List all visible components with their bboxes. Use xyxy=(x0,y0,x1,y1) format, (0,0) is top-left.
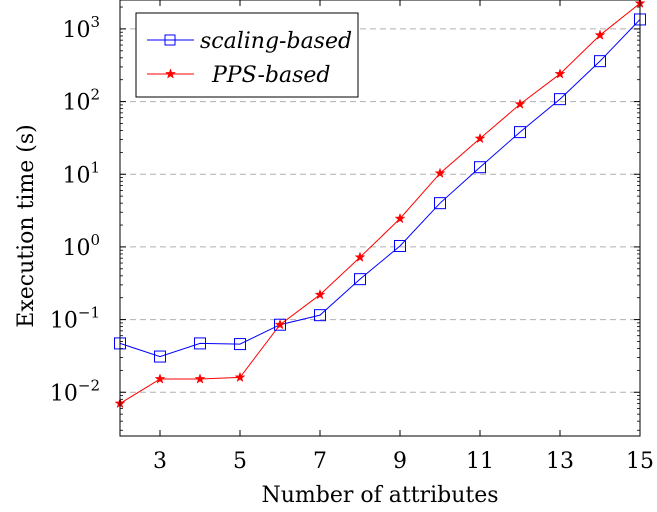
y-tick-base: 10 xyxy=(62,91,90,116)
data-point-pps-based xyxy=(434,167,446,178)
grid-lines xyxy=(120,28,640,393)
y-tick-exponent: 1 xyxy=(90,158,100,176)
data-point-scaling-based xyxy=(514,126,526,139)
axis-ticks xyxy=(120,0,641,436)
x-axis-label: Number of attributes xyxy=(261,483,498,508)
legend: scaling-based PPS-based xyxy=(135,12,359,98)
y-tick-base: 10 xyxy=(50,309,78,334)
y-tick-exponent: 3 xyxy=(90,13,100,31)
y-tick-exponent: −2 xyxy=(78,376,100,394)
data-point-scaling-based xyxy=(434,197,446,210)
data-point-pps-based xyxy=(234,371,246,383)
y-tick-label: 10−2 xyxy=(50,376,100,406)
data-point-scaling-based xyxy=(154,350,166,363)
y-tick-base: 10 xyxy=(62,18,90,43)
x-tick-label: 3 xyxy=(153,449,167,474)
data-point-scaling-based xyxy=(194,337,206,350)
y-tick-base: 10 xyxy=(62,163,90,188)
series-line-pps-based xyxy=(119,2,641,404)
data-point-pps-based xyxy=(154,373,166,384)
legend-marker-scaling-based xyxy=(164,34,176,46)
data-point-pps-based xyxy=(554,68,566,79)
y-tick-label: 101 xyxy=(62,158,100,188)
data-point-pps-based xyxy=(274,318,286,330)
x-tick-label: 11 xyxy=(466,449,494,474)
data-point-scaling-based xyxy=(354,273,366,286)
y-tick-label: 100 xyxy=(62,231,100,261)
x-tick-label: 13 xyxy=(546,449,574,474)
data-point-scaling-based xyxy=(554,93,566,106)
legend-marker-pps-based xyxy=(165,68,176,79)
y-tick-label: 103 xyxy=(62,13,100,43)
y-tick-base: 10 xyxy=(50,381,78,406)
y-axis-label: Execution time (s) xyxy=(14,124,39,327)
y-tick-base: 10 xyxy=(62,236,90,261)
x-tick-label: 9 xyxy=(393,449,407,474)
legend-label-scaling-based: scaling-based xyxy=(200,29,352,54)
legend-label-pps-based: PPS-based xyxy=(211,63,331,88)
y-tick-label: 102 xyxy=(62,86,100,116)
data-point-scaling-based xyxy=(234,338,246,351)
y-tick-exponent: 0 xyxy=(90,231,100,249)
data-point-pps-based xyxy=(354,251,366,262)
legend-entry-pps-based: PPS-based xyxy=(147,63,331,88)
series-line-scaling-based xyxy=(119,19,641,358)
data-point-scaling-based xyxy=(474,161,486,174)
legend-star-icon xyxy=(165,68,176,79)
y-tick-label: 10−1 xyxy=(50,304,100,334)
x-tick-label: 15 xyxy=(626,449,654,474)
y-tick-exponent: 2 xyxy=(90,86,100,104)
data-point-pps-based xyxy=(514,98,526,109)
data-point-scaling-based xyxy=(314,309,326,322)
data-point-pps-based xyxy=(474,132,486,144)
x-tick-label: 7 xyxy=(313,449,327,474)
data-point-pps-based xyxy=(194,373,206,384)
legend-box xyxy=(135,12,359,98)
data-point-pps-based xyxy=(594,29,606,40)
data-point-pps-based xyxy=(314,288,326,300)
legend-entry-scaling-based: scaling-based xyxy=(147,29,352,54)
plot-frame xyxy=(119,0,641,437)
data-point-pps-based xyxy=(394,212,406,224)
x-tick-label: 5 xyxy=(233,449,247,474)
x-tick-labels: 3 5 7 9 11 13 15 xyxy=(153,449,654,474)
series-markers xyxy=(114,0,646,409)
data-point-scaling-based xyxy=(394,239,406,252)
data-point-scaling-based xyxy=(594,55,606,68)
y-tick-exponent: −1 xyxy=(78,304,100,322)
series-lines xyxy=(119,2,641,404)
